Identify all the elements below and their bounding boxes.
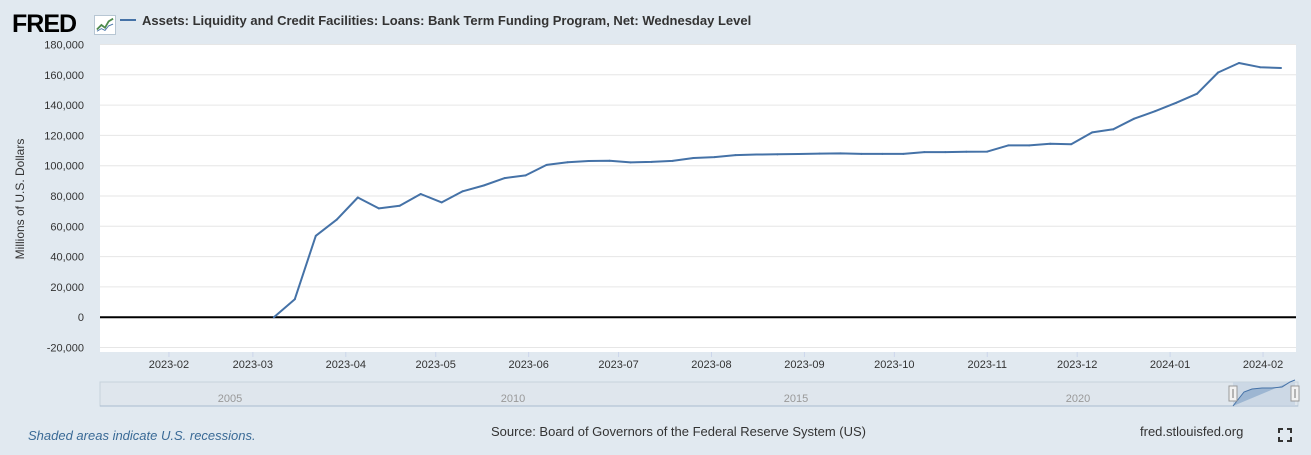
y-tick-label: 40,000 [50,252,84,264]
y-axis-label: Millions of U.S. Dollars [13,139,27,260]
recession-note: Shaded areas indicate U.S. recessions. [28,428,256,443]
data-point [734,154,737,157]
data-point [797,153,800,156]
y-tick-label: 120,000 [44,130,84,142]
data-point [335,218,338,221]
plot-area [100,45,1296,352]
data-point [692,156,695,159]
x-tick-label: 2023-02 [149,359,189,371]
data-point [272,316,275,319]
navigator-label: 2020 [1066,393,1090,405]
data-point [398,204,401,207]
fred-logo[interactable]: FRED [6,6,116,38]
x-tick-label: 2023-03 [233,359,273,371]
data-point [671,159,674,162]
data-point [1091,131,1094,134]
x-tick-label: 2023-07 [598,359,638,371]
data-point [650,160,653,163]
data-point [923,151,926,154]
y-axis-ticks: -20,000 0 20,000 40,000 60,000 80,000 100,000 1… [44,40,84,355]
data-point [1028,144,1031,147]
data-point [839,152,842,155]
data-point [440,201,443,204]
x-tick-label: 2023-10 [874,359,914,371]
y-tick-label: 140,000 [44,100,84,112]
data-point [776,153,779,156]
x-tick-label: 2023-08 [691,359,731,371]
data-point [1049,142,1052,145]
y-tick-label: -20,000 [47,343,84,355]
line-chart: -20,000 0 20,000 40,000 60,000 80,000 100,000 1… [13,40,1300,407]
data-point [1196,92,1199,95]
navigator-label: 2015 [784,393,808,405]
legend-series-label: Assets: Liquidity and Credit Facilities:… [142,12,752,28]
data-point [293,298,296,301]
data-point [860,152,863,155]
x-tick-label: 2023-06 [508,359,548,371]
y-tick-label: 60,000 [50,221,84,233]
legend-series-swatch [120,19,136,21]
data-point [1238,61,1241,64]
data-point [1112,128,1115,131]
source-text: Source: Board of Governors of the Federa… [491,424,866,439]
data-point [608,159,611,162]
data-point [503,177,506,180]
data-point [587,160,590,163]
x-tick-label: 2023-04 [326,359,366,371]
y-tick-label: 160,000 [44,70,84,82]
data-series [272,61,1283,319]
y-tick-label: 100,000 [44,161,84,173]
data-point [965,150,968,153]
data-point [524,174,527,177]
data-point [566,161,569,164]
data-point [1070,143,1073,146]
data-point [356,196,359,199]
data-point [545,163,548,166]
y-tick-label: 80,000 [50,191,84,203]
data-point [419,193,422,196]
x-axis-ticks: 2023-02 2023-03 2023-04 2023-05 2023-06 2023-… [149,352,1283,371]
fullscreen-icon[interactable] [1278,428,1292,442]
x-tick-label: 2023-09 [784,359,824,371]
navigator-series [1232,379,1296,407]
y-tick-label: 180,000 [44,40,84,52]
data-point [314,234,317,237]
data-point [482,184,485,187]
data-point [713,156,716,159]
chart-legend[interactable]: Assets: Liquidity and Credit Facilities:… [120,11,751,29]
x-tick-label: 2023-11 [967,359,1007,371]
data-point [461,190,464,193]
x-tick-label: 2024-02 [1243,359,1283,371]
data-point [1217,71,1220,74]
y-tick-label: 0 [78,312,84,324]
x-tick-label: 2023-12 [1057,359,1097,371]
data-point [1259,66,1262,69]
line-chart-icon [94,15,116,35]
x-tick-label: 2023-05 [416,359,456,371]
x-tick-label: 2024-01 [1150,359,1190,371]
data-point [377,207,380,210]
data-point [881,152,884,155]
data-point [629,161,632,164]
data-point [1154,110,1157,113]
fred-logo-text: FRED [12,10,77,38]
navigator-track [99,381,1299,407]
data-point [986,150,989,153]
data-point [818,152,821,155]
range-navigator[interactable]: 2005 2010 2015 2020 [99,379,1300,407]
data-point [1133,117,1136,120]
navigator-labels: 2005 2010 2015 2020 [218,393,1090,405]
site-url: fred.stlouisfed.org [1140,424,1244,439]
navigator-label: 2005 [218,393,242,405]
data-point [1175,101,1178,104]
y-tick-label: 20,000 [50,282,84,294]
data-point [755,153,758,156]
navigator-label: 2010 [501,393,525,405]
data-point [902,152,905,155]
data-point [944,151,947,154]
data-point [1280,66,1283,69]
data-point [1007,144,1010,147]
